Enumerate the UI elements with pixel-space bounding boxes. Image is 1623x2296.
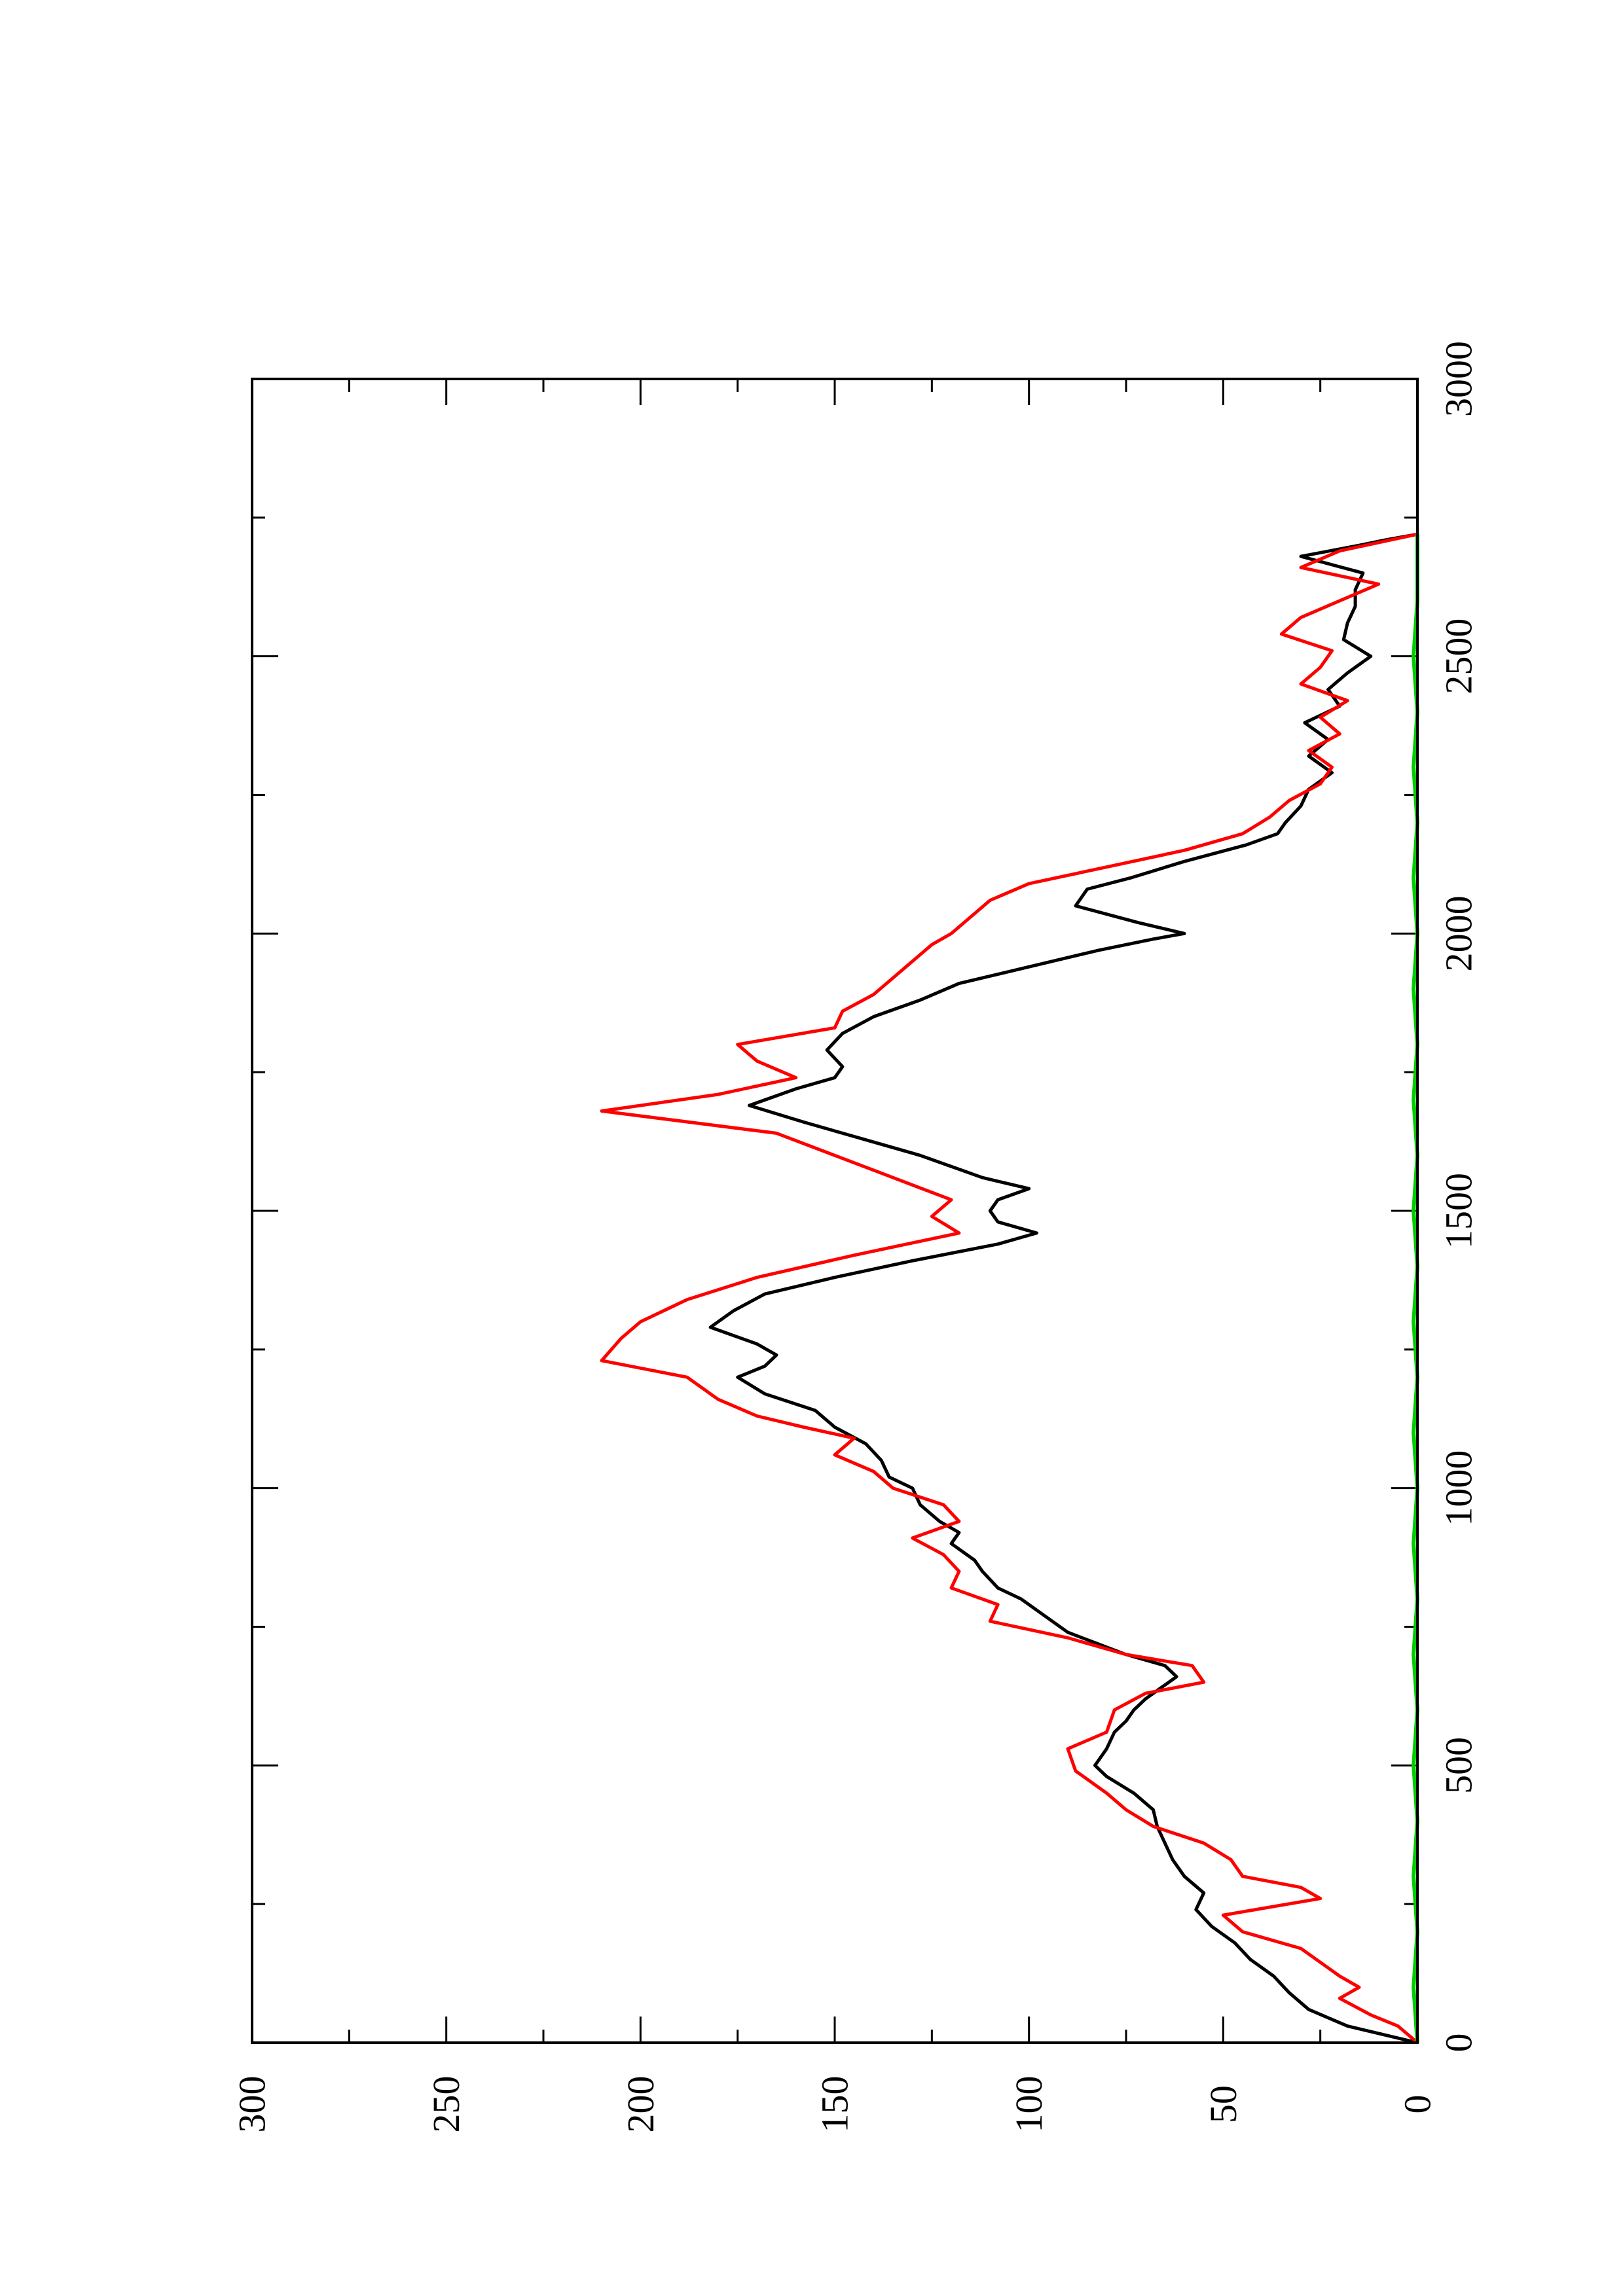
x-tick-label: 1500	[1438, 1173, 1480, 1249]
y-tick-label: 300	[231, 2076, 274, 2133]
x-tick-label: 0	[1438, 2034, 1480, 2053]
y-tick-label: 0	[1396, 2095, 1439, 2114]
x-tick-label: 2000	[1438, 895, 1480, 971]
y-axis-ticks	[251, 379, 1419, 2043]
series-line-2	[600, 532, 1419, 2044]
series-layer	[600, 532, 1419, 2045]
x-tick-label: 3000	[1438, 341, 1480, 417]
y-axis-tick-labels: 0 50 100 150 200 250 300	[231, 2076, 1439, 2133]
y-tick-label: 150	[814, 2076, 856, 2133]
x-tick-label: 1000	[1438, 1450, 1480, 1526]
x-axis-ticks	[252, 378, 1417, 2044]
x-tick-label: 2500	[1438, 619, 1480, 694]
y-tick-label: 200	[619, 2076, 662, 2133]
x-axis-tick-labels: 0 500 1000 1500 2000 2500 3000	[1438, 341, 1480, 2053]
y-tick-label: 100	[1008, 2076, 1050, 2133]
x-tick-label: 500	[1438, 1737, 1480, 1794]
plot-frame	[251, 378, 1419, 2044]
series-line-1	[708, 532, 1418, 2045]
series-line-3	[1412, 534, 1419, 2043]
y-tick-label: 50	[1202, 2085, 1245, 2123]
y-tick-label: 250	[425, 2076, 467, 2133]
